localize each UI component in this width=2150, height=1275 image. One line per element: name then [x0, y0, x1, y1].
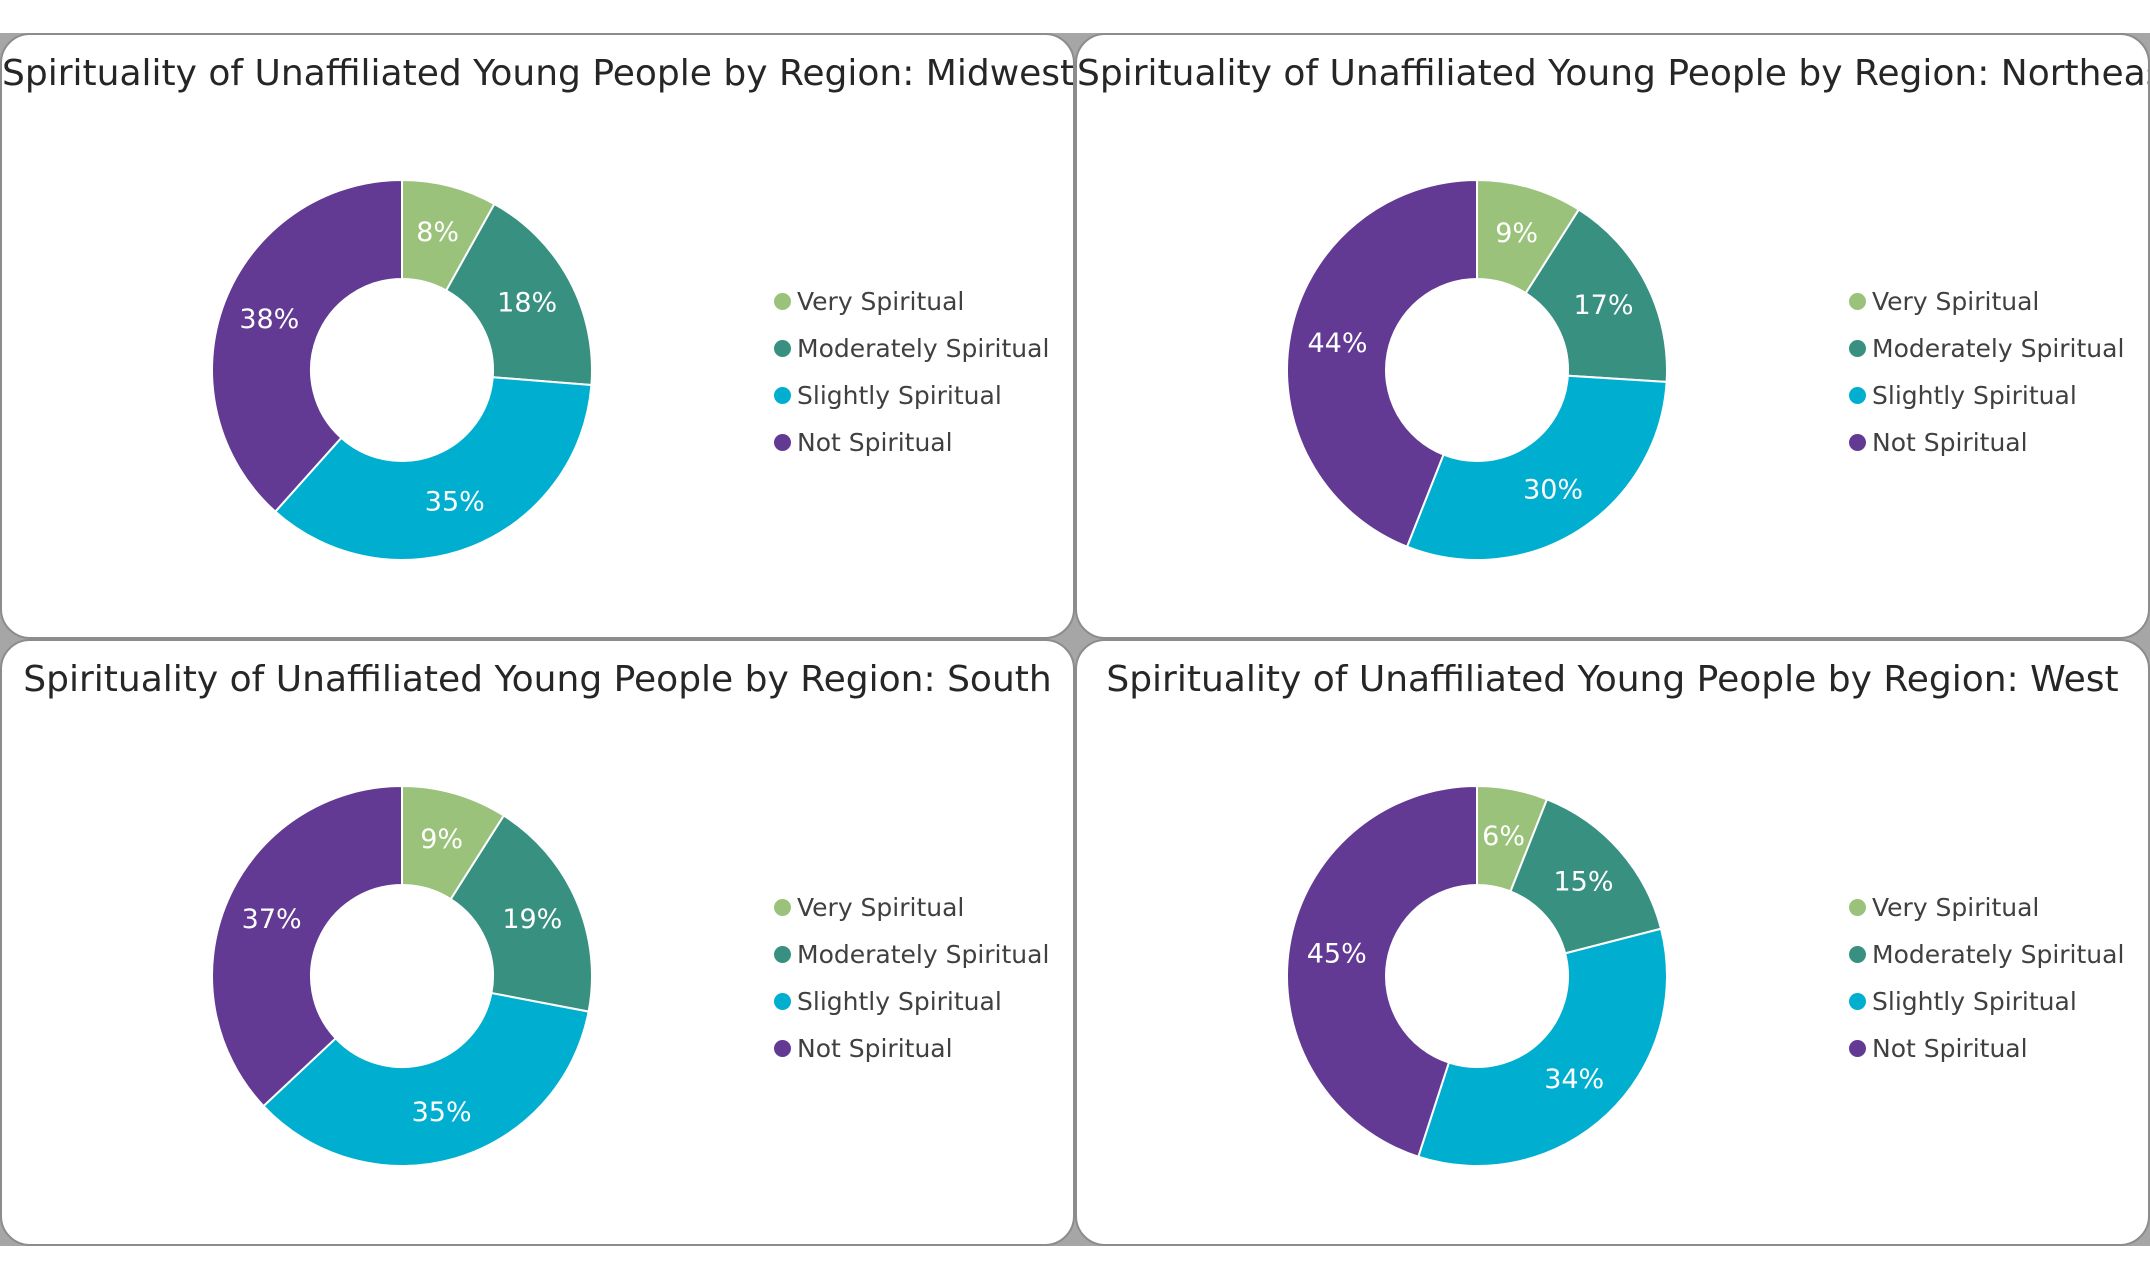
legend-label: Very Spiritual	[797, 287, 965, 316]
legend-label: Slightly Spiritual	[797, 381, 1002, 410]
legend-item-not-spiritual: Not Spiritual	[774, 1025, 1049, 1072]
data-label-very-spiritual: 8%	[416, 217, 459, 248]
donut-chart: 6% 15% 34% 45%	[1286, 784, 1668, 1167]
legend-item-slightly-spiritual: Slightly Spiritual	[774, 978, 1049, 1025]
legend-swatch	[774, 899, 791, 916]
chart-title: Spirituality of Unaffiliated Young Peopl…	[1106, 659, 2119, 700]
legend-swatch	[1849, 434, 1866, 451]
data-label-moderately-spiritual: 19%	[502, 904, 562, 935]
legend-item-very-spiritual: Very Spiritual	[1849, 278, 2124, 325]
data-label-moderately-spiritual: 17%	[1574, 290, 1634, 321]
legend-label: Slightly Spiritual	[1872, 987, 2077, 1016]
chart-panel-midwest: Spirituality of Unaffiliated Young Peopl…	[0, 33, 1075, 639]
data-label-very-spiritual: 9%	[1495, 218, 1538, 249]
chart-title: Spirituality of Unaffiliated Young Peopl…	[1077, 53, 2150, 94]
legend-label: Very Spiritual	[797, 893, 965, 922]
donut-slice-not-spiritual	[211, 784, 403, 1108]
donut-slice-slightly-spiritual	[1417, 927, 1668, 1167]
donut-slice-moderately-spiritual	[1524, 208, 1668, 383]
legend-swatch	[774, 293, 791, 310]
legend-item-very-spiritual: Very Spiritual	[1849, 884, 2124, 931]
legend-item-moderately-spiritual: Moderately Spiritual	[1849, 325, 2124, 372]
data-label-slightly-spiritual: 35%	[412, 1097, 472, 1128]
legend-item-slightly-spiritual: Slightly Spiritual	[774, 372, 1049, 419]
legend-label: Moderately Spiritual	[797, 940, 1050, 969]
legend-swatch	[1849, 946, 1866, 963]
donut-slice-moderately-spiritual	[1509, 798, 1663, 955]
legend-item-slightly-spiritual: Slightly Spiritual	[1849, 372, 2124, 419]
donut-slice-slightly-spiritual	[273, 376, 593, 561]
donut-slice-not-spiritual	[1286, 784, 1478, 1158]
legend-label: Not Spiritual	[1872, 1034, 2028, 1063]
donut-chart: 9% 19% 35% 37%	[211, 784, 593, 1167]
data-label-very-spiritual: 6%	[1482, 821, 1525, 852]
legend-swatch	[1849, 899, 1866, 916]
data-label-not-spiritual: 44%	[1308, 328, 1368, 359]
data-label-slightly-spiritual: 34%	[1544, 1064, 1604, 1095]
donut-chart: 9% 17% 30% 44%	[1286, 178, 1668, 561]
data-label-not-spiritual: 37%	[242, 904, 302, 935]
donut-slice-not-spiritual	[1286, 178, 1478, 548]
data-label-slightly-spiritual: 30%	[1523, 474, 1583, 505]
chart-panel-west: Spirituality of Unaffiliated Young Peopl…	[1075, 639, 2150, 1246]
legend-label: Moderately Spiritual	[1872, 940, 2125, 969]
legend-label: Very Spiritual	[1872, 893, 2040, 922]
chart-legend: Very Spiritual Moderately Spiritual Slig…	[1849, 278, 2124, 466]
legend-swatch	[1849, 293, 1866, 310]
legend-swatch	[774, 434, 791, 451]
donut-slice-slightly-spiritual	[262, 991, 590, 1167]
chart-legend: Very Spiritual Moderately Spiritual Slig…	[774, 884, 1049, 1072]
legend-item-slightly-spiritual: Slightly Spiritual	[1849, 978, 2124, 1025]
legend-label: Moderately Spiritual	[1872, 334, 2125, 363]
legend-swatch	[1849, 340, 1866, 357]
legend-label: Very Spiritual	[1872, 287, 2040, 316]
chart-title: Spirituality of Unaffiliated Young Peopl…	[23, 659, 1052, 700]
legend-swatch	[774, 340, 791, 357]
legend-label: Not Spiritual	[797, 428, 953, 457]
data-label-not-spiritual: 38%	[239, 304, 299, 335]
data-label-moderately-spiritual: 18%	[497, 287, 557, 318]
legend-swatch	[774, 946, 791, 963]
data-label-slightly-spiritual: 35%	[425, 486, 485, 517]
chart-legend: Very Spiritual Moderately Spiritual Slig…	[1849, 884, 2124, 1072]
legend-label: Slightly Spiritual	[797, 987, 1002, 1016]
legend-label: Not Spiritual	[797, 1034, 953, 1063]
data-label-very-spiritual: 9%	[420, 824, 463, 855]
legend-item-moderately-spiritual: Moderately Spiritual	[1849, 931, 2124, 978]
legend-label: Slightly Spiritual	[1872, 381, 2077, 410]
donut-slice-slightly-spiritual	[1405, 374, 1668, 561]
chart-panel-northeast: Spirituality of Unaffiliated Young Peopl…	[1075, 33, 2150, 639]
legend-item-very-spiritual: Very Spiritual	[774, 278, 1049, 325]
donut-slice-moderately-spiritual	[449, 814, 593, 1013]
legend-swatch	[1849, 1040, 1866, 1057]
donut-slice-not-spiritual	[211, 178, 403, 514]
legend-label: Moderately Spiritual	[797, 334, 1050, 363]
data-label-not-spiritual: 45%	[1307, 938, 1367, 969]
legend-swatch	[1849, 387, 1866, 404]
legend-item-not-spiritual: Not Spiritual	[1849, 419, 2124, 466]
legend-item-moderately-spiritual: Moderately Spiritual	[774, 931, 1049, 978]
legend-item-very-spiritual: Very Spiritual	[774, 884, 1049, 931]
chart-title: Spirituality of Unaffiliated Young Peopl…	[2, 53, 1075, 94]
chart-legend: Very Spiritual Moderately Spiritual Slig…	[774, 278, 1049, 466]
legend-swatch	[1849, 993, 1866, 1010]
legend-swatch	[774, 1040, 791, 1057]
legend-label: Not Spiritual	[1872, 428, 2028, 457]
donut-chart: 8% 18% 35% 38%	[211, 178, 593, 561]
legend-item-not-spiritual: Not Spiritual	[774, 419, 1049, 466]
legend-item-moderately-spiritual: Moderately Spiritual	[774, 325, 1049, 372]
legend-item-not-spiritual: Not Spiritual	[1849, 1025, 2124, 1072]
chart-panel-south: Spirituality of Unaffiliated Young Peopl…	[0, 639, 1075, 1246]
legend-swatch	[774, 993, 791, 1010]
legend-swatch	[774, 387, 791, 404]
data-label-moderately-spiritual: 15%	[1554, 867, 1614, 898]
donut-slice-moderately-spiritual	[444, 202, 593, 387]
